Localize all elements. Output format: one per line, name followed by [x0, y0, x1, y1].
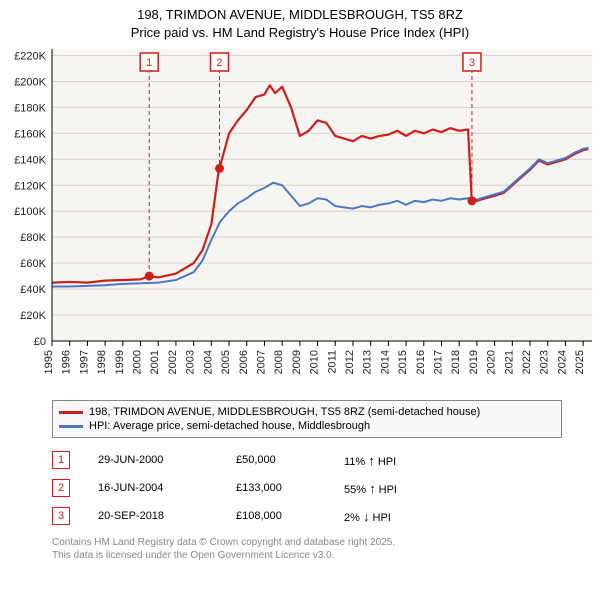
tx-marker-box: 2 — [52, 479, 70, 497]
svg-text:£200K: £200K — [14, 77, 46, 89]
svg-text:2024: 2024 — [556, 350, 568, 374]
svg-text:1999: 1999 — [114, 350, 126, 374]
svg-text:2004: 2004 — [202, 350, 214, 374]
svg-text:2008: 2008 — [273, 350, 285, 374]
svg-text:2023: 2023 — [539, 350, 551, 374]
svg-text:2003: 2003 — [185, 350, 197, 374]
tx-marker-box: 3 — [52, 507, 70, 525]
svg-text:2010: 2010 — [309, 350, 321, 374]
tx-price: £108,000 — [236, 510, 316, 522]
svg-text:1: 1 — [146, 57, 152, 69]
transactions-table: 1 29-JUN-2000 £50,000 11% ↑ HPI 2 16-JUN-2004… — [52, 446, 562, 530]
legend-item: 198, TRIMDON AVENUE, MIDDLESBROUGH, TS5 … — [59, 405, 555, 419]
svg-text:2013: 2013 — [362, 350, 374, 374]
copyright-line-1: Contains HM Land Registry data © Crown c… — [52, 536, 562, 549]
tx-date: 29-JUN-2000 — [98, 454, 208, 466]
svg-text:2015: 2015 — [397, 350, 409, 374]
legend-label: 198, TRIMDON AVENUE, MIDDLESBROUGH, TS5 … — [89, 406, 480, 418]
title-line-2: Price paid vs. HM Land Registry's House … — [0, 24, 600, 42]
title-line-1: 198, TRIMDON AVENUE, MIDDLESBROUGH, TS5 … — [0, 6, 600, 24]
svg-text:£20K: £20K — [20, 310, 46, 322]
tx-change: 11% ↑ HPI — [344, 453, 454, 468]
copyright-notice: Contains HM Land Registry data © Crown c… — [52, 536, 562, 562]
chart-area: £0 £20K £40K £60K £80K £100K £120K £140K £160K £1… — [0, 41, 600, 396]
svg-text:£100K: £100K — [14, 206, 46, 218]
svg-text:1996: 1996 — [61, 350, 73, 374]
svg-text:1997: 1997 — [78, 350, 90, 374]
svg-text:1998: 1998 — [96, 350, 108, 374]
tx-marker-2: 2 — [210, 53, 228, 71]
legend: 198, TRIMDON AVENUE, MIDDLESBROUGH, TS5 … — [52, 400, 562, 438]
svg-text:2011: 2011 — [326, 350, 338, 374]
tx-change: 55% ↑ HPI — [344, 481, 454, 496]
svg-text:2018: 2018 — [450, 350, 462, 374]
svg-text:2006: 2006 — [238, 350, 250, 374]
tx-date: 16-JUN-2004 — [98, 482, 208, 494]
svg-text:£140K: £140K — [14, 154, 46, 166]
chart-title: 198, TRIMDON AVENUE, MIDDLESBROUGH, TS5 … — [0, 0, 600, 41]
svg-text:£220K: £220K — [14, 51, 46, 63]
tx-marker-3: 3 — [463, 53, 481, 71]
copyright-line-2: This data is licensed under the Open Gov… — [52, 549, 562, 562]
svg-text:2022: 2022 — [521, 350, 533, 374]
svg-text:1995: 1995 — [43, 350, 55, 374]
tx-change: 2% ↓ HPI — [344, 509, 454, 524]
legend-swatch — [59, 411, 83, 414]
svg-text:2000: 2000 — [132, 350, 144, 374]
tx-marker-1: 1 — [140, 53, 158, 71]
svg-text:£180K: £180K — [14, 102, 46, 114]
tx-price: £50,000 — [236, 454, 316, 466]
legend-item: HPI: Average price, semi-detached house,… — [59, 419, 555, 433]
svg-text:2021: 2021 — [503, 350, 515, 374]
svg-text:£0: £0 — [34, 336, 46, 348]
svg-text:2016: 2016 — [415, 350, 427, 374]
svg-text:2025: 2025 — [574, 350, 586, 374]
legend-swatch — [59, 425, 83, 428]
svg-text:2005: 2005 — [220, 350, 232, 374]
svg-text:£60K: £60K — [20, 258, 46, 270]
svg-text:£80K: £80K — [20, 232, 46, 244]
tx-date: 20-SEP-2018 — [98, 510, 208, 522]
tx-row: 2 16-JUN-2004 £133,000 55% ↑ HPI — [52, 474, 562, 502]
tx-price: £133,000 — [236, 482, 316, 494]
svg-text:2: 2 — [216, 57, 222, 69]
tx-row: 3 20-SEP-2018 £108,000 2% ↓ HPI — [52, 502, 562, 530]
svg-text:2020: 2020 — [486, 350, 498, 374]
line-chart-svg: £0 £20K £40K £60K £80K £100K £120K £140K £160K £1… — [0, 41, 600, 396]
svg-text:2002: 2002 — [167, 350, 179, 374]
svg-text:2019: 2019 — [468, 350, 480, 374]
svg-text:£120K: £120K — [14, 180, 46, 192]
svg-text:2017: 2017 — [433, 350, 445, 374]
svg-text:2012: 2012 — [344, 350, 356, 374]
svg-text:2007: 2007 — [255, 350, 267, 374]
svg-text:2001: 2001 — [149, 350, 161, 374]
tx-marker-box: 1 — [52, 451, 70, 469]
svg-text:£160K: £160K — [14, 128, 46, 140]
legend-label: HPI: Average price, semi-detached house,… — [89, 420, 370, 432]
tx-row: 1 29-JUN-2000 £50,000 11% ↑ HPI — [52, 446, 562, 474]
svg-text:3: 3 — [469, 57, 475, 69]
svg-text:2014: 2014 — [379, 350, 391, 374]
svg-text:2009: 2009 — [291, 350, 303, 374]
svg-text:£40K: £40K — [20, 284, 46, 296]
